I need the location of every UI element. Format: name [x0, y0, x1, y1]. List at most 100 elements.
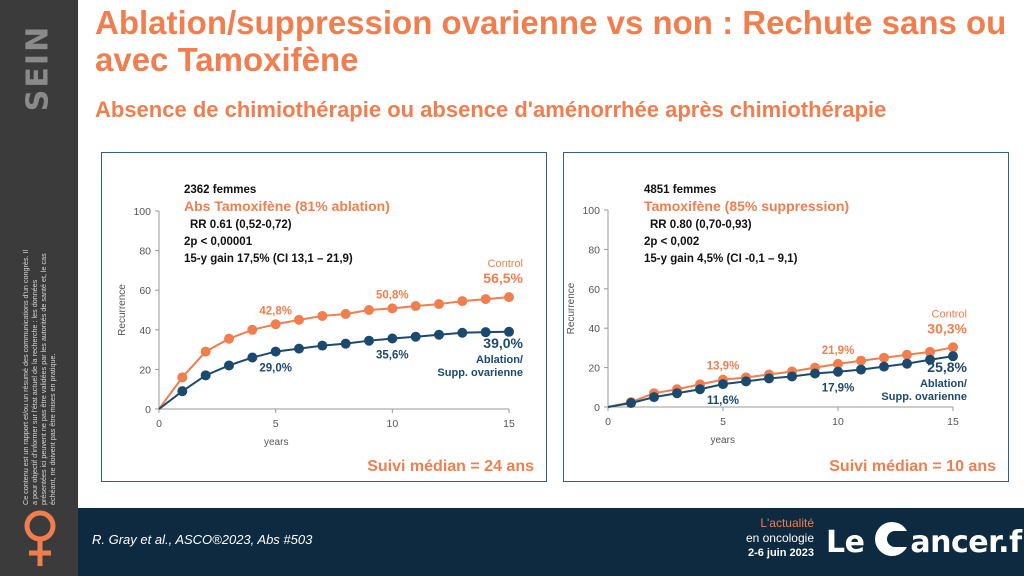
- data-point: [879, 352, 889, 363]
- data-label: 29,0%: [259, 363, 292, 375]
- recurrence-chart-right: 0 20 40 60 80 100 0 5 10 15 years Recurrence 13,9% 21…: [566, 184, 996, 475]
- data-point: [200, 370, 211, 381]
- median-followup: Suivi médian = 24 ans: [367, 458, 534, 475]
- end-value-ablation: 25,8%: [927, 359, 967, 375]
- chart-panel-left: 0 20 40 60 80 100 0 5 10 15 years Recurrence 42,8% 50…: [101, 152, 547, 482]
- data-point: [270, 346, 281, 357]
- data-point: [504, 292, 514, 303]
- logo-text-left: Le: [826, 525, 865, 560]
- data-point: [434, 299, 444, 310]
- data-point: [294, 343, 304, 354]
- x-tick-label: 0: [605, 416, 611, 428]
- x-tick-label: 15: [947, 416, 959, 428]
- y-tick-label: 0: [594, 402, 600, 414]
- data-point: [434, 329, 444, 340]
- data-point: [833, 358, 843, 369]
- gain: 15-y gain 4,5% (CI -0,1 – 9,1): [644, 253, 798, 265]
- data-point: [270, 319, 281, 330]
- data-label: 13,9%: [707, 361, 740, 373]
- y-tick-label: 20: [588, 363, 600, 375]
- x-axis-label: years: [264, 437, 288, 448]
- data-point: [200, 346, 211, 357]
- logo-text-right: ancer.fr: [910, 525, 1024, 560]
- series-name-ablation-1: Ablation/: [920, 378, 967, 390]
- data-point: [387, 333, 398, 344]
- arm-description: Abs Tamoxifène (81% ablation): [184, 198, 390, 214]
- x-axis-label: years: [711, 435, 735, 446]
- data-label: 21,9%: [822, 345, 855, 357]
- y-axis-label: Recurrence: [117, 284, 128, 336]
- data-point: [787, 371, 797, 382]
- data-point: [410, 301, 421, 312]
- data-point: [925, 346, 935, 357]
- brand-date: 2-6 juin 2023: [747, 547, 814, 559]
- brand-line-2: en oncologie: [745, 531, 814, 545]
- data-label: 42,8%: [259, 305, 292, 317]
- disclaimer-text: Ce contenu est un rapport et/ou un résum…: [21, 249, 57, 505]
- series-name-control: Control: [932, 308, 967, 320]
- data-point: [741, 376, 751, 387]
- y-tick-label: 40: [588, 323, 600, 335]
- p-value: 2p < 0,002: [644, 236, 699, 248]
- data-point: [247, 352, 258, 363]
- series-line: [607, 346, 954, 408]
- data-point: [224, 360, 234, 371]
- disclaimer: Ce contenu est un rapport et/ou un résum…: [8, 240, 70, 510]
- y-tick-label: 80: [139, 246, 151, 258]
- median-followup: Suivi médian = 10 ans: [829, 458, 996, 475]
- series-name-ablation-1: Ablation/: [476, 354, 523, 366]
- y-tick-label: 80: [588, 244, 600, 256]
- data-point: [948, 351, 958, 362]
- logo-c-mark-icon: [875, 522, 910, 556]
- recurrence-chart-left: 0 20 40 60 80 100 0 5 10 15 years Recurrence 42,8% 50…: [117, 184, 534, 475]
- series-name-ablation-2: Supp. ovarienne: [437, 367, 523, 379]
- series-name-control: Control: [488, 258, 523, 270]
- data-point: [504, 326, 514, 337]
- data-point: [410, 331, 421, 342]
- data-point: [879, 361, 889, 372]
- data-point: [340, 308, 351, 319]
- data-point: [177, 372, 188, 383]
- data-point: [480, 327, 491, 338]
- data-point: [626, 398, 636, 409]
- y-tick-label: 20: [139, 364, 151, 376]
- y-axis-label: Recurrence: [566, 282, 577, 334]
- y-tick-label: 60: [588, 284, 600, 296]
- data-point: [177, 386, 188, 397]
- data-label: 50,8%: [376, 289, 409, 301]
- data-point: [902, 349, 912, 360]
- data-point: [364, 335, 374, 346]
- y-tick-label: 40: [139, 325, 151, 337]
- data-point: [833, 366, 843, 377]
- section-text: SEIN: [20, 24, 56, 112]
- page-subtitle: Absence de chimiothérapie ou absence d'a…: [95, 97, 887, 122]
- data-point: [317, 340, 328, 351]
- x-tick-label: 15: [503, 418, 515, 430]
- data-label: 17,9%: [822, 383, 855, 395]
- data-point: [387, 303, 398, 314]
- x-tick-label: 10: [832, 416, 844, 428]
- series-line: [158, 330, 510, 410]
- data-point: [364, 305, 374, 315]
- data-point: [925, 354, 935, 365]
- end-value-ablation: 39,0%: [483, 335, 523, 351]
- sidebar: SEIN Ce contenu est un rapport et/ou un …: [0, 0, 78, 576]
- data-point: [948, 342, 958, 353]
- arm-description: Tamoxifène (85% suppression): [644, 198, 849, 214]
- y-tick-label: 100: [133, 206, 151, 218]
- y-tick-label: 100: [582, 205, 600, 217]
- gain: 15-y gain 17,5% (CI 13,1 – 21,9): [184, 253, 353, 265]
- x-tick-label: 5: [720, 416, 726, 428]
- data-point: [672, 388, 682, 399]
- series-name-ablation-2: Supp. ovarienne: [881, 391, 967, 403]
- data-point: [247, 324, 258, 335]
- data-point: [224, 333, 234, 344]
- page-title: Ablation/suppression ovarienne vs non : …: [95, 4, 1007, 78]
- brand-tagline: L'actualité en oncologie 2-6 juin 2023: [718, 516, 814, 561]
- x-tick-label: 5: [273, 418, 279, 430]
- sample-size: 4851 femmes: [644, 184, 716, 196]
- lecancer-logo[interactable]: Le ancer.fr: [826, 522, 1024, 560]
- series-line: [607, 355, 954, 408]
- section-label: SEIN: [14, 18, 62, 118]
- p-value: 2p < 0,00001: [184, 236, 253, 248]
